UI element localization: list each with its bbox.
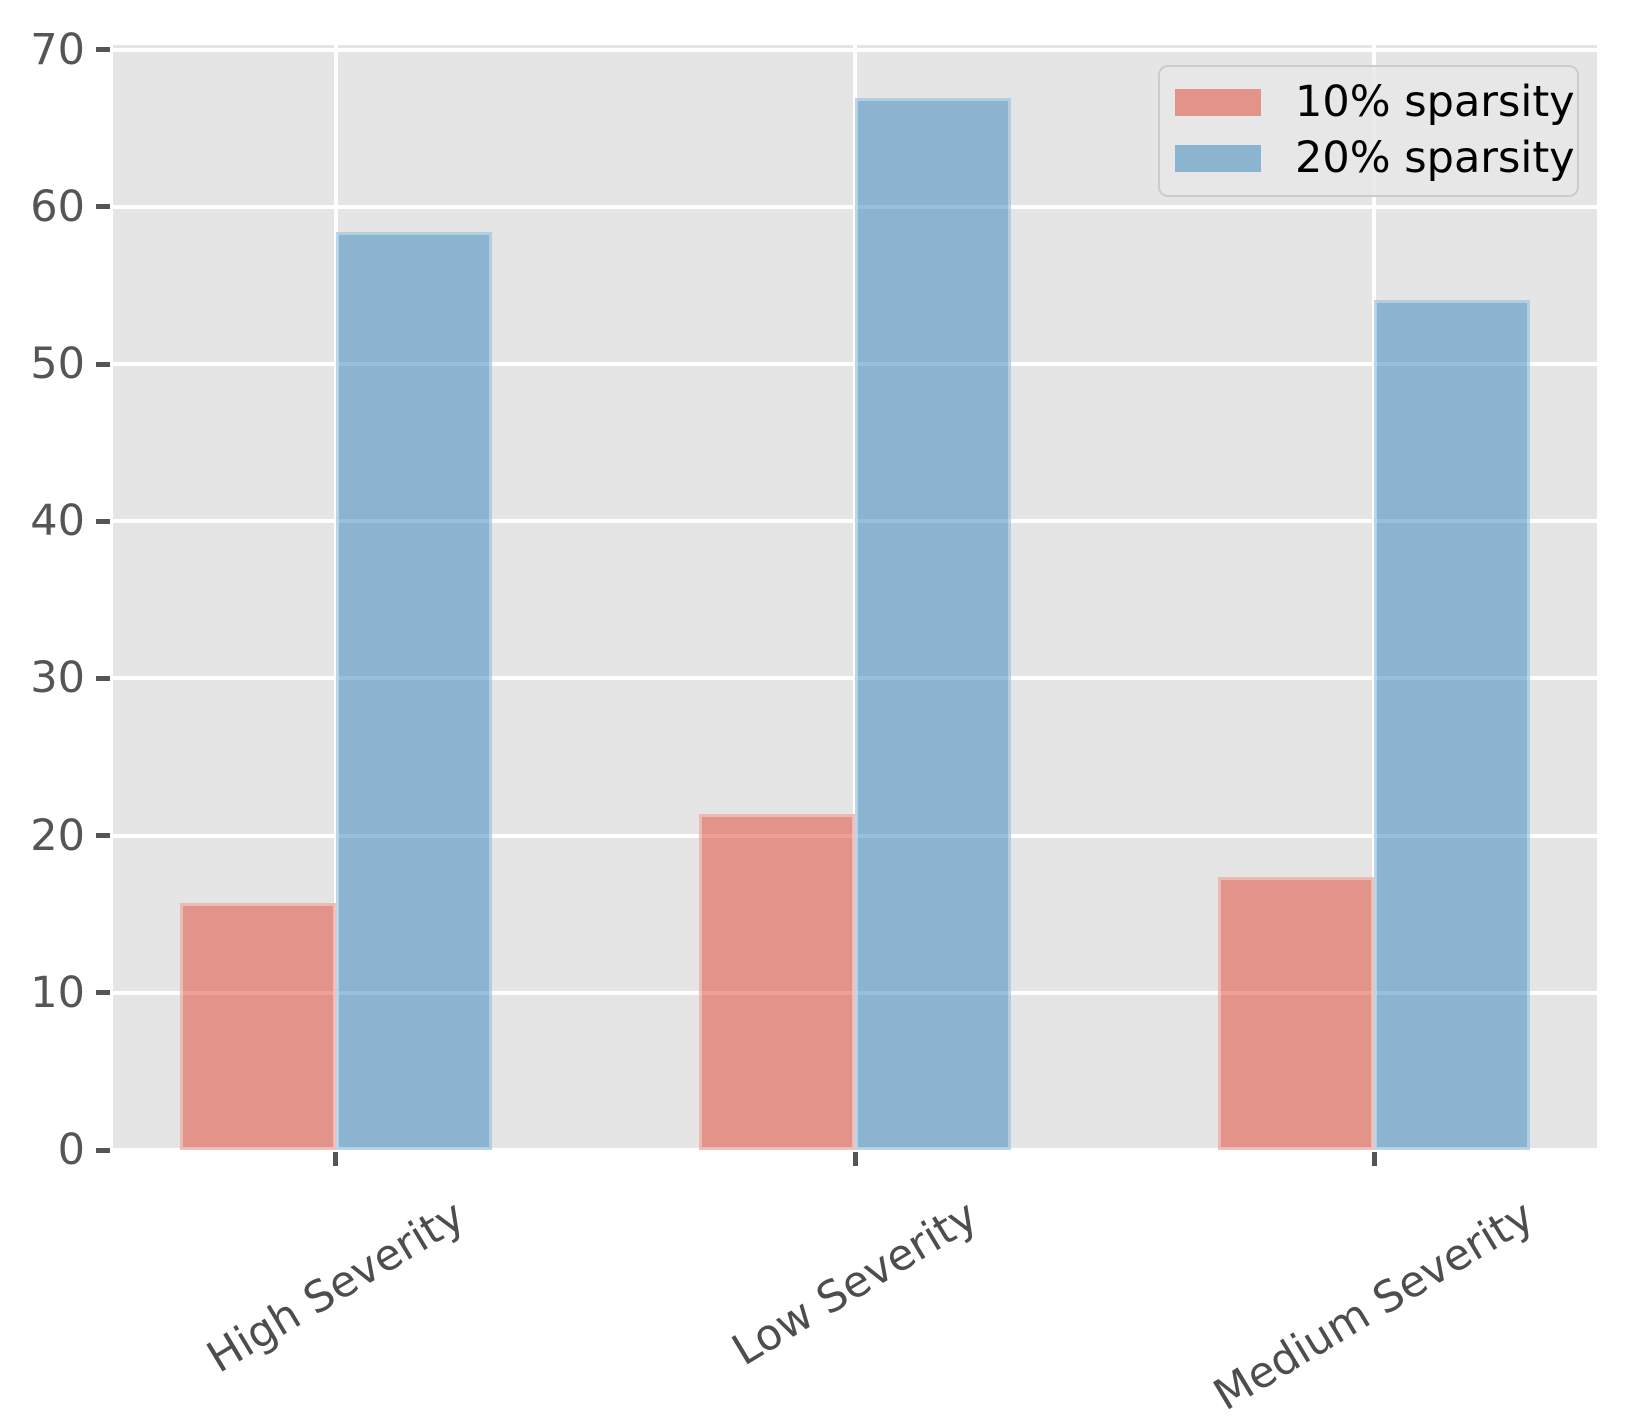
legend: 10% sparsity 20% sparsity xyxy=(1158,65,1579,197)
y-tick-label: 70 xyxy=(30,24,85,75)
y-tick xyxy=(96,518,110,524)
bar-10pct-1 xyxy=(699,813,855,1150)
legend-label: 10% sparsity xyxy=(1295,77,1575,127)
y-tick-label: 0 xyxy=(57,1125,85,1175)
x-tick-label: Low Severity xyxy=(723,1190,987,1376)
x-tick xyxy=(852,1152,858,1166)
y-tick xyxy=(96,675,110,681)
x-tick-label: High Severity xyxy=(198,1190,473,1384)
y-tick-label: 10 xyxy=(30,967,85,1018)
x-tick xyxy=(333,1152,339,1166)
y-tick-label: 40 xyxy=(30,496,85,547)
y-tick xyxy=(96,990,110,996)
x-tick xyxy=(1371,1152,1377,1166)
y-tick-label: 50 xyxy=(30,339,85,390)
y-tick-label: 20 xyxy=(30,810,85,861)
bar-10pct-0 xyxy=(179,903,336,1150)
bar-20pct-2 xyxy=(1374,299,1531,1150)
y-tick-label: 60 xyxy=(30,181,85,232)
legend-swatch-10pct xyxy=(1175,88,1261,116)
bar-20pct-1 xyxy=(855,98,1011,1150)
bar-10pct-2 xyxy=(1218,876,1375,1150)
bar-20pct-0 xyxy=(335,232,492,1150)
legend-entry: 20% sparsity xyxy=(1175,130,1577,186)
x-tick-label: Medium Severity xyxy=(1205,1190,1543,1421)
legend-entry: 10% sparsity xyxy=(1175,74,1577,130)
y-tick-label: 30 xyxy=(30,653,85,704)
legend-label: 20% sparsity xyxy=(1295,133,1575,183)
y-tick xyxy=(96,833,110,839)
y-tick xyxy=(96,204,110,210)
y-tick xyxy=(96,1147,110,1153)
y-tick xyxy=(96,361,110,367)
legend-swatch-20pct xyxy=(1175,144,1261,172)
y-tick xyxy=(96,47,110,53)
gridline-horizontal xyxy=(113,1148,1597,1152)
